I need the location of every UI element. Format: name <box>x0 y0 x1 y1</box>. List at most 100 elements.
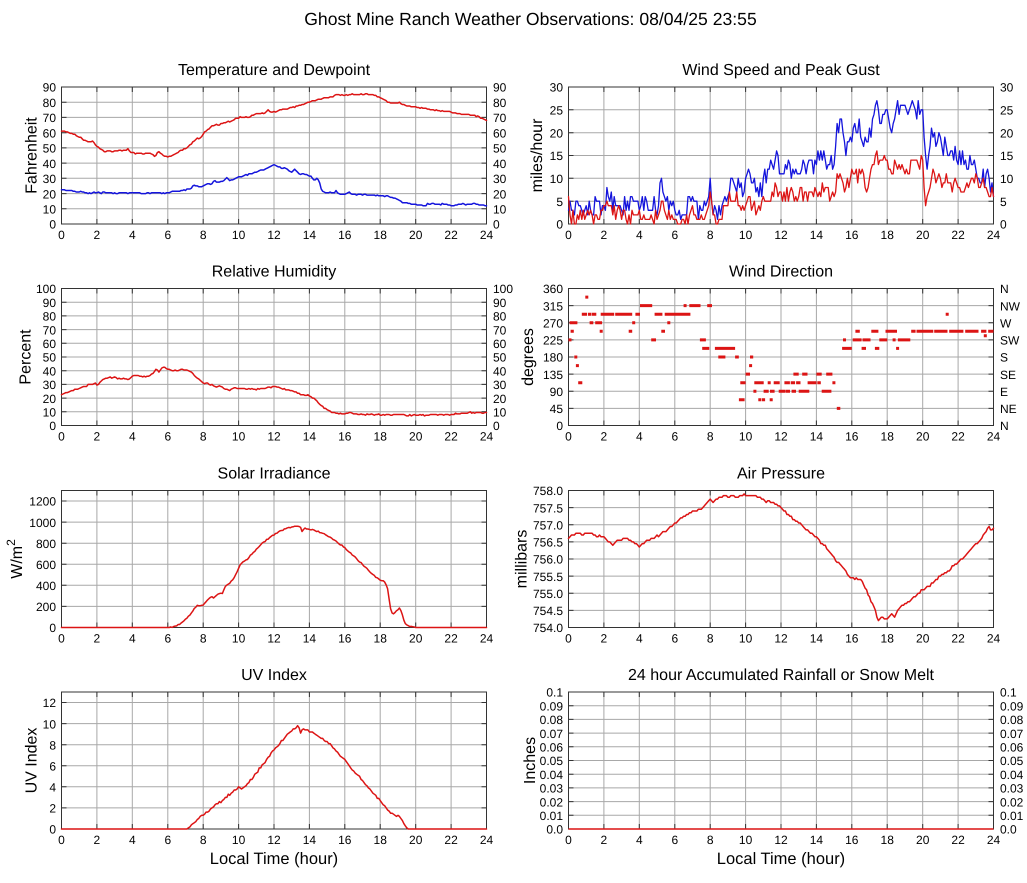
svg-text:degrees: degrees <box>520 328 537 386</box>
svg-text:10: 10 <box>232 228 246 242</box>
svg-text:0.08: 0.08 <box>540 713 564 727</box>
svg-text:16: 16 <box>338 228 352 242</box>
svg-text:0.02: 0.02 <box>1000 795 1024 809</box>
svg-text:14: 14 <box>810 833 824 847</box>
svg-text:10: 10 <box>43 203 57 217</box>
svg-text:0: 0 <box>565 632 572 646</box>
svg-text:10: 10 <box>232 833 246 847</box>
svg-text:6: 6 <box>671 430 678 444</box>
svg-text:400: 400 <box>36 579 56 593</box>
svg-text:0.07: 0.07 <box>540 727 564 741</box>
svg-text:40: 40 <box>43 157 57 171</box>
svg-text:0: 0 <box>58 430 65 444</box>
svg-text:50: 50 <box>43 142 57 156</box>
svg-text:24 hour Accumulated Rainfall o: 24 hour Accumulated Rainfall or Snow Mel… <box>628 667 934 684</box>
svg-text:10: 10 <box>739 632 753 646</box>
svg-text:0: 0 <box>1000 218 1007 232</box>
svg-text:20: 20 <box>409 833 423 847</box>
svg-text:16: 16 <box>845 228 859 242</box>
svg-text:16: 16 <box>845 833 859 847</box>
svg-text:22: 22 <box>444 430 458 444</box>
svg-text:E: E <box>1000 385 1008 399</box>
svg-text:18: 18 <box>374 430 388 444</box>
svg-text:0: 0 <box>49 218 56 232</box>
svg-text:16: 16 <box>338 632 352 646</box>
svg-text:80: 80 <box>43 310 57 324</box>
svg-text:8: 8 <box>707 228 714 242</box>
svg-text:5: 5 <box>556 195 563 209</box>
svg-text:90: 90 <box>43 81 57 95</box>
svg-text:10: 10 <box>739 228 753 242</box>
svg-text:30: 30 <box>493 378 507 392</box>
svg-text:4: 4 <box>129 430 136 444</box>
svg-text:225: 225 <box>543 334 563 348</box>
svg-text:50: 50 <box>43 351 57 365</box>
svg-text:8: 8 <box>200 228 207 242</box>
svg-text:6: 6 <box>671 632 678 646</box>
svg-text:20: 20 <box>409 228 423 242</box>
svg-text:0: 0 <box>556 218 563 232</box>
svg-text:40: 40 <box>493 364 507 378</box>
svg-text:70: 70 <box>493 323 507 337</box>
svg-text:2: 2 <box>94 632 101 646</box>
svg-text:14: 14 <box>303 632 317 646</box>
svg-text:12: 12 <box>267 228 281 242</box>
svg-text:SE: SE <box>1000 368 1016 382</box>
svg-text:0: 0 <box>49 621 56 635</box>
svg-text:6: 6 <box>671 228 678 242</box>
svg-text:90: 90 <box>43 296 57 310</box>
svg-text:15: 15 <box>1000 149 1014 163</box>
svg-text:18: 18 <box>881 430 895 444</box>
svg-text:10: 10 <box>739 833 753 847</box>
svg-text:22: 22 <box>444 228 458 242</box>
svg-text:UV Index: UV Index <box>241 667 307 684</box>
svg-text:18: 18 <box>374 632 388 646</box>
svg-text:18: 18 <box>374 228 388 242</box>
svg-text:Air Pressure: Air Pressure <box>737 466 825 483</box>
svg-text:0.1: 0.1 <box>1000 686 1017 700</box>
svg-text:8: 8 <box>707 833 714 847</box>
svg-text:18: 18 <box>881 833 895 847</box>
svg-text:0.0: 0.0 <box>1000 823 1017 837</box>
svg-text:4: 4 <box>636 430 643 444</box>
svg-text:100: 100 <box>493 282 513 296</box>
svg-text:12: 12 <box>43 696 57 710</box>
svg-text:50: 50 <box>493 351 507 365</box>
svg-text:W: W <box>1000 316 1012 330</box>
svg-text:20: 20 <box>1000 126 1014 140</box>
svg-text:0: 0 <box>556 419 563 433</box>
svg-text:14: 14 <box>303 228 317 242</box>
svg-text:758.0: 758.0 <box>533 484 563 498</box>
svg-text:25: 25 <box>1000 104 1014 118</box>
svg-text:755.0: 755.0 <box>533 587 563 601</box>
svg-text:20: 20 <box>409 430 423 444</box>
svg-text:4: 4 <box>636 833 643 847</box>
svg-text:22: 22 <box>951 632 965 646</box>
svg-text:Relative Humidity: Relative Humidity <box>212 264 336 281</box>
svg-text:12: 12 <box>774 430 788 444</box>
svg-text:18: 18 <box>881 632 895 646</box>
svg-text:16: 16 <box>845 632 859 646</box>
svg-text:24: 24 <box>480 228 494 242</box>
svg-text:22: 22 <box>951 833 965 847</box>
svg-text:10: 10 <box>43 717 57 731</box>
svg-text:24: 24 <box>480 430 494 444</box>
svg-text:0.06: 0.06 <box>1000 741 1024 755</box>
svg-text:6: 6 <box>164 833 171 847</box>
svg-text:Local Time (hour): Local Time (hour) <box>210 850 338 868</box>
svg-text:4: 4 <box>129 833 136 847</box>
svg-text:756.5: 756.5 <box>533 536 563 550</box>
svg-text:30: 30 <box>43 378 57 392</box>
svg-text:4: 4 <box>129 228 136 242</box>
svg-text:20: 20 <box>43 392 57 406</box>
svg-text:Wind Speed and Peak Gust: Wind Speed and Peak Gust <box>682 62 880 79</box>
svg-text:0: 0 <box>565 430 572 444</box>
svg-text:80: 80 <box>493 96 507 110</box>
svg-text:24: 24 <box>987 833 1001 847</box>
svg-text:0.02: 0.02 <box>540 795 564 809</box>
svg-text:0: 0 <box>58 833 65 847</box>
svg-text:12: 12 <box>267 833 281 847</box>
svg-text:10: 10 <box>493 406 507 420</box>
svg-text:14: 14 <box>810 228 824 242</box>
svg-text:16: 16 <box>338 833 352 847</box>
